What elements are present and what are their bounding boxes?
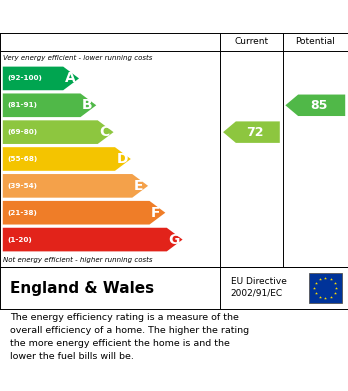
Polygon shape <box>3 120 113 144</box>
Bar <box>309 273 342 303</box>
Text: C: C <box>100 125 110 139</box>
Text: (39-54): (39-54) <box>7 183 37 189</box>
Polygon shape <box>3 201 165 224</box>
Polygon shape <box>223 121 280 143</box>
Polygon shape <box>3 174 148 198</box>
Text: Current: Current <box>234 38 269 47</box>
Text: F: F <box>151 206 161 220</box>
Text: Energy Efficiency Rating: Energy Efficiency Rating <box>10 9 220 24</box>
Text: The energy efficiency rating is a measure of the
overall efficiency of a home. T: The energy efficiency rating is a measur… <box>10 313 250 361</box>
Text: (81-91): (81-91) <box>7 102 37 108</box>
Text: B: B <box>82 98 93 112</box>
Text: (55-68): (55-68) <box>7 156 37 162</box>
Text: D: D <box>117 152 128 166</box>
Text: EU Directive
2002/91/EC: EU Directive 2002/91/EC <box>231 277 287 298</box>
Text: E: E <box>134 179 143 193</box>
Text: A: A <box>65 72 76 85</box>
Text: (1-20): (1-20) <box>7 237 32 242</box>
Polygon shape <box>285 95 345 116</box>
Text: Potential: Potential <box>295 38 335 47</box>
Polygon shape <box>3 66 79 90</box>
Text: (69-80): (69-80) <box>7 129 37 135</box>
Text: Very energy efficient - lower running costs: Very energy efficient - lower running co… <box>3 55 153 61</box>
Polygon shape <box>3 147 131 171</box>
Polygon shape <box>3 228 183 251</box>
Text: (21-38): (21-38) <box>7 210 37 216</box>
Polygon shape <box>3 93 96 117</box>
Text: England & Wales: England & Wales <box>10 280 155 296</box>
Text: 85: 85 <box>310 99 328 112</box>
Text: Not energy efficient - higher running costs: Not energy efficient - higher running co… <box>3 257 153 263</box>
Text: (92-100): (92-100) <box>7 75 42 81</box>
Text: G: G <box>168 233 180 247</box>
Text: 72: 72 <box>246 126 264 139</box>
